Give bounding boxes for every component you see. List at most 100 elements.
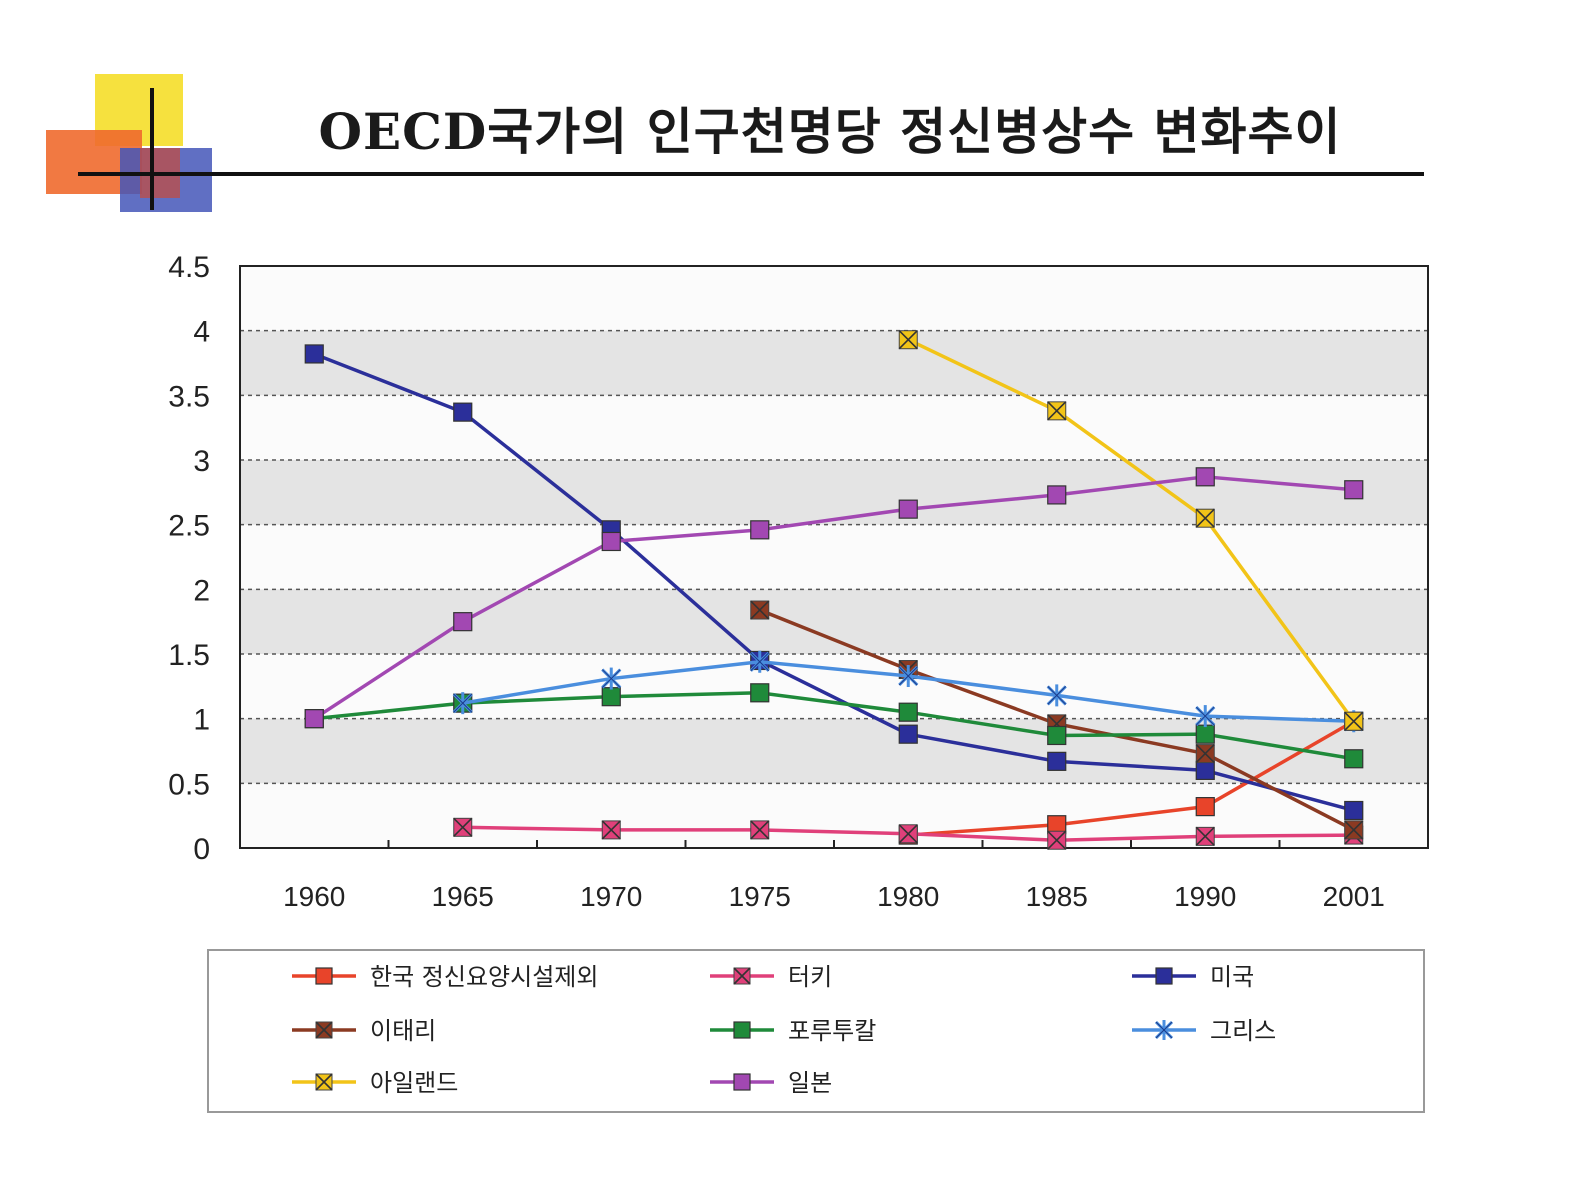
data-point [601, 820, 621, 840]
data-point [898, 724, 918, 744]
legend-label: 한국 정신요양시설제외 [370, 963, 598, 991]
y-tick-label: 0.5 [168, 768, 210, 801]
data-point [1195, 705, 1216, 728]
data-point [453, 817, 473, 837]
data-point [304, 709, 324, 729]
data-point [1344, 800, 1364, 821]
x-tick-label: 1990 [1174, 881, 1236, 912]
series-1 [453, 817, 1364, 850]
legend-swatch-marker [315, 1073, 333, 1091]
plot-area: 0 0.5 1 1.5 2 2.5 3 3.5 4 4.5 1960 1965 1970 1975 1980… [168, 251, 1429, 912]
legend-swatch-marker [315, 1021, 333, 1039]
legend-swatch-marker [1155, 967, 1173, 985]
x-tick-label: 1980 [877, 881, 939, 912]
grid-band [240, 460, 1428, 525]
data-point [1195, 760, 1215, 781]
data-point [1047, 725, 1067, 746]
legend-swatch-marker [733, 967, 751, 985]
decorative-logo [46, 74, 212, 212]
data-point [1047, 830, 1067, 850]
data-point [898, 664, 919, 687]
chart-title: OECD국가의 인구천명당 정신병상수 변화추이 [318, 102, 1342, 161]
data-point [750, 600, 770, 620]
data-point [601, 687, 621, 707]
data-point [750, 683, 770, 703]
data-point [1344, 749, 1364, 769]
x-tick-label: 1970 [580, 881, 642, 912]
series-6 [898, 330, 1364, 731]
legend-item: 아일랜드 [292, 1069, 458, 1097]
data-point [1047, 485, 1067, 505]
data-point [750, 520, 770, 540]
legend-swatch-marker [733, 1021, 751, 1039]
legend-item: 한국 정신요양시설제외 [292, 963, 598, 991]
data-point [898, 824, 918, 844]
legend-label: 미국 [1210, 963, 1254, 991]
x-tick-label: 1975 [729, 881, 791, 912]
series-line [313, 475, 1354, 721]
legend-label: 아일랜드 [370, 1069, 458, 1097]
legend-swatch-marker [315, 967, 333, 985]
legend-label: 이태리 [370, 1017, 436, 1045]
data-point [1195, 724, 1215, 744]
data-point [749, 650, 770, 673]
data-point [304, 344, 324, 364]
series-7 [304, 467, 1364, 729]
data-point [452, 692, 473, 715]
data-point [1047, 401, 1067, 421]
data-point [1046, 684, 1067, 707]
data-point [1047, 751, 1067, 771]
data-point [1195, 744, 1215, 764]
data-point [898, 330, 918, 350]
data-point [898, 702, 918, 722]
grid-band [240, 589, 1428, 654]
x-tick-label: 1960 [283, 881, 345, 912]
data-point [1195, 508, 1215, 528]
data-point [1195, 467, 1215, 487]
data-point [898, 499, 918, 519]
legend-item: 포루투칼 [710, 1017, 876, 1045]
data-point [601, 667, 622, 690]
grid-band [240, 330, 1428, 396]
data-point [453, 402, 473, 422]
series-2 [304, 344, 1364, 821]
y-tick-label: 1.5 [168, 639, 210, 672]
data-point [1195, 797, 1215, 817]
y-tick-label: 0 [193, 833, 210, 866]
y-tick-label: 4.5 [168, 251, 210, 284]
data-point [601, 531, 621, 552]
legend-item: 터키 [710, 963, 832, 991]
data-point [1344, 480, 1364, 500]
legend-label: 그리스 [1210, 1017, 1276, 1045]
legend-item: 미국 [1132, 963, 1254, 991]
grid-band [240, 718, 1428, 784]
legend-label: 포루투칼 [788, 1017, 876, 1045]
legend-item: 일본 [710, 1069, 832, 1097]
legend-swatch-marker [733, 1073, 751, 1091]
y-tick-label: 1 [193, 704, 210, 737]
legend-item: 그리스 [1132, 1017, 1276, 1045]
legend-label: 일본 [788, 1069, 832, 1097]
legend-item: 이태리 [292, 1017, 436, 1045]
y-tick-label: 2.5 [168, 510, 210, 543]
series-line [908, 719, 1355, 837]
data-point [453, 612, 473, 632]
data-point [1344, 820, 1364, 840]
y-tick-label: 3.5 [168, 380, 210, 413]
y-tick-label: 3 [193, 445, 210, 478]
legend-label: 터키 [788, 963, 832, 991]
x-tick-label: 1965 [432, 881, 494, 912]
series-line [907, 338, 1356, 723]
series-3 [750, 600, 1364, 840]
series-line [313, 352, 1355, 813]
y-tick-label: 4 [193, 316, 210, 349]
legend-swatch-marker [1154, 1020, 1174, 1040]
data-point [750, 820, 770, 840]
data-point [1344, 711, 1364, 731]
x-tick-label: 2001 [1323, 881, 1385, 912]
data-point [1195, 826, 1215, 846]
y-tick-label: 2 [193, 574, 210, 607]
x-tick-label: 1985 [1026, 881, 1088, 912]
